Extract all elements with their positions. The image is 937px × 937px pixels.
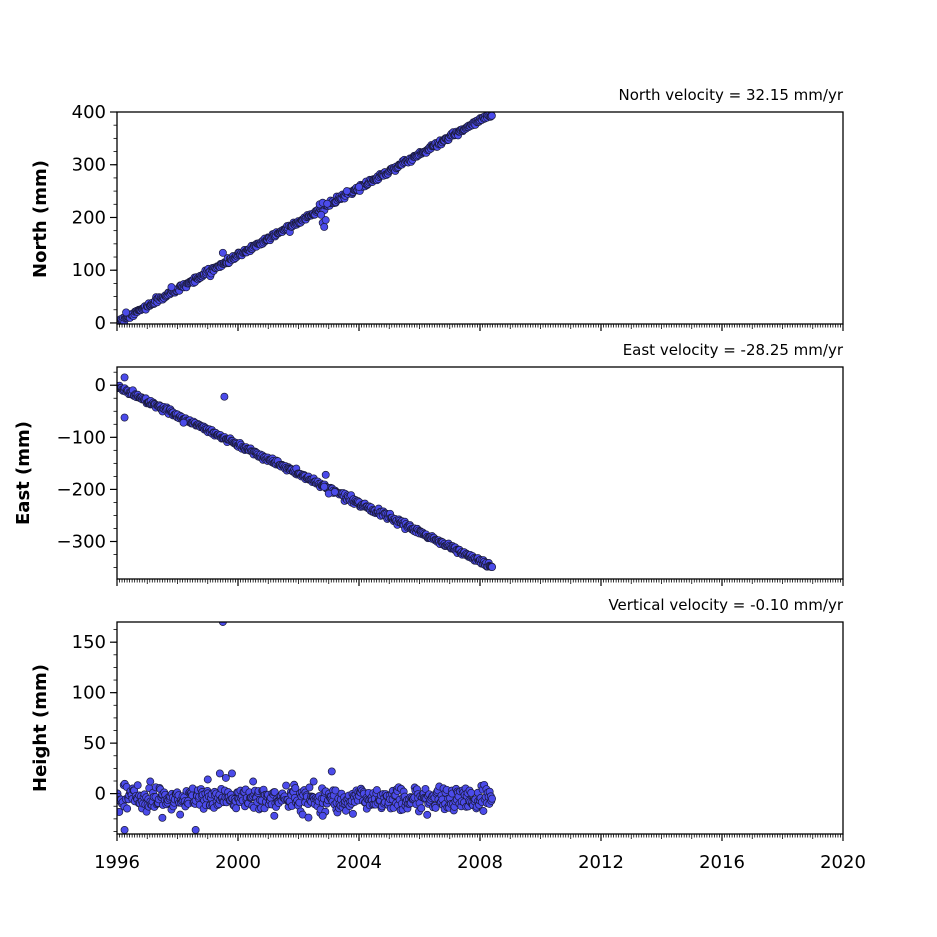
- panel-height: Vertical velocity = -0.10 mm/yr Height (…: [30, 596, 866, 873]
- north-data-point: [487, 112, 496, 120]
- height-outlier-point: [309, 777, 318, 786]
- north-outlier-point: [218, 248, 227, 257]
- north-outlier-point: [317, 210, 326, 219]
- east-outlier-point: [320, 482, 329, 491]
- height-data-point: [421, 784, 430, 793]
- height-outlier-point: [349, 809, 357, 818]
- height-y-tick-label: 100: [72, 683, 106, 704]
- vertical-velocity-title: Vertical velocity = -0.10 mm/yr: [608, 596, 843, 614]
- height-data-point: [282, 781, 291, 790]
- height-outlier-point: [227, 769, 236, 778]
- height-x-tick-label: 2004: [336, 852, 382, 873]
- height-data-point: [117, 808, 124, 816]
- height-outlier-point: [120, 826, 129, 834]
- height-outlier-point: [215, 769, 224, 778]
- east-outlier-point: [321, 470, 330, 479]
- height-axes-frame: [116, 621, 844, 835]
- panel-north: North velocity = 32.15 mm/yr North (mm) …: [30, 86, 844, 334]
- height-x-tick-label: 2008: [457, 852, 503, 873]
- east-axis-ticks: 0 −100 −200 −300: [57, 371, 844, 586]
- height-outlier-point: [327, 767, 336, 776]
- north-outlier-point: [320, 223, 329, 231]
- north-ylabel: North (mm): [30, 160, 51, 278]
- height-outlier-point: [191, 826, 200, 834]
- north-outlier-point: [355, 182, 363, 191]
- east-ylabel: East (mm): [13, 421, 34, 525]
- north-outlier-point: [122, 308, 131, 317]
- height-x-tick-label: 2000: [215, 852, 261, 873]
- north-axes-frame: [116, 111, 844, 325]
- height-data-point: [423, 810, 432, 819]
- panel-east: East velocity = -28.25 mm/yr East (mm) 0…: [13, 341, 844, 586]
- height-data-point: [123, 804, 132, 813]
- height-data-point: [133, 781, 142, 790]
- east-axes-frame: [116, 366, 844, 580]
- height-y-tick-label: 50: [83, 733, 106, 754]
- height-outlier-point: [158, 813, 167, 822]
- east-velocity-title: East velocity = -28.25 mm/yr: [623, 341, 844, 359]
- height-outlier-point: [270, 811, 279, 820]
- north-velocity-title: North velocity = 32.15 mm/yr: [619, 86, 844, 104]
- east-outlier-point: [120, 413, 129, 422]
- east-outlier-point: [220, 392, 229, 401]
- height-data-point: [304, 813, 313, 822]
- east-outlier-point: [179, 418, 188, 427]
- height-data-point: [232, 804, 241, 813]
- north-y-tick-label: 400: [72, 102, 106, 123]
- east-y-tick-label: 0: [95, 375, 106, 396]
- height-data-point: [331, 786, 340, 795]
- height-data-point: [176, 810, 185, 819]
- height-outlier-point: [203, 775, 212, 784]
- east-y-tick-label: −200: [57, 479, 106, 500]
- height-x-tick-label: 2016: [699, 852, 745, 873]
- height-y-tick-label: 0: [95, 784, 106, 805]
- height-data-point: [221, 773, 230, 782]
- height-x-tick-label: 2020: [820, 852, 866, 873]
- height-y-tick-label: 150: [72, 632, 106, 653]
- height-x-tick-label: 2012: [578, 852, 624, 873]
- height-data-point: [431, 803, 440, 812]
- north-axis-ticks: 0 100 200 300 400: [72, 102, 844, 334]
- east-outlier-point: [120, 373, 129, 382]
- north-outlier-point: [321, 216, 330, 225]
- north-y-tick-label: 0: [95, 313, 106, 334]
- height-data-point: [372, 786, 381, 795]
- height-data-point: [479, 807, 488, 815]
- east-data-points: [117, 373, 497, 571]
- east-y-tick-label: −300: [57, 531, 106, 552]
- north-y-tick-label: 200: [72, 207, 106, 228]
- height-data-point: [291, 784, 300, 793]
- east-y-tick-label: −100: [57, 427, 106, 448]
- height-x-tick-label: 1996: [94, 852, 140, 873]
- north-data-points: [117, 112, 496, 324]
- height-outlier-point: [318, 811, 327, 820]
- east-outlier-point: [488, 563, 497, 571]
- height-data-point: [467, 788, 476, 797]
- north-y-tick-label: 300: [72, 155, 106, 176]
- height-outlier-point: [249, 777, 258, 786]
- height-data-point: [488, 794, 497, 803]
- height-data-point: [305, 783, 314, 792]
- height-ylabel: Height (mm): [30, 664, 51, 792]
- north-outlier-point: [342, 187, 351, 196]
- north-outlier-point: [167, 283, 176, 292]
- east-outlier-point: [330, 488, 339, 496]
- north-y-tick-label: 100: [72, 260, 106, 281]
- height-data-point: [417, 804, 426, 813]
- north-outlier-point: [323, 199, 332, 208]
- height-outlier-point: [146, 777, 155, 786]
- height-data-points: [117, 622, 497, 834]
